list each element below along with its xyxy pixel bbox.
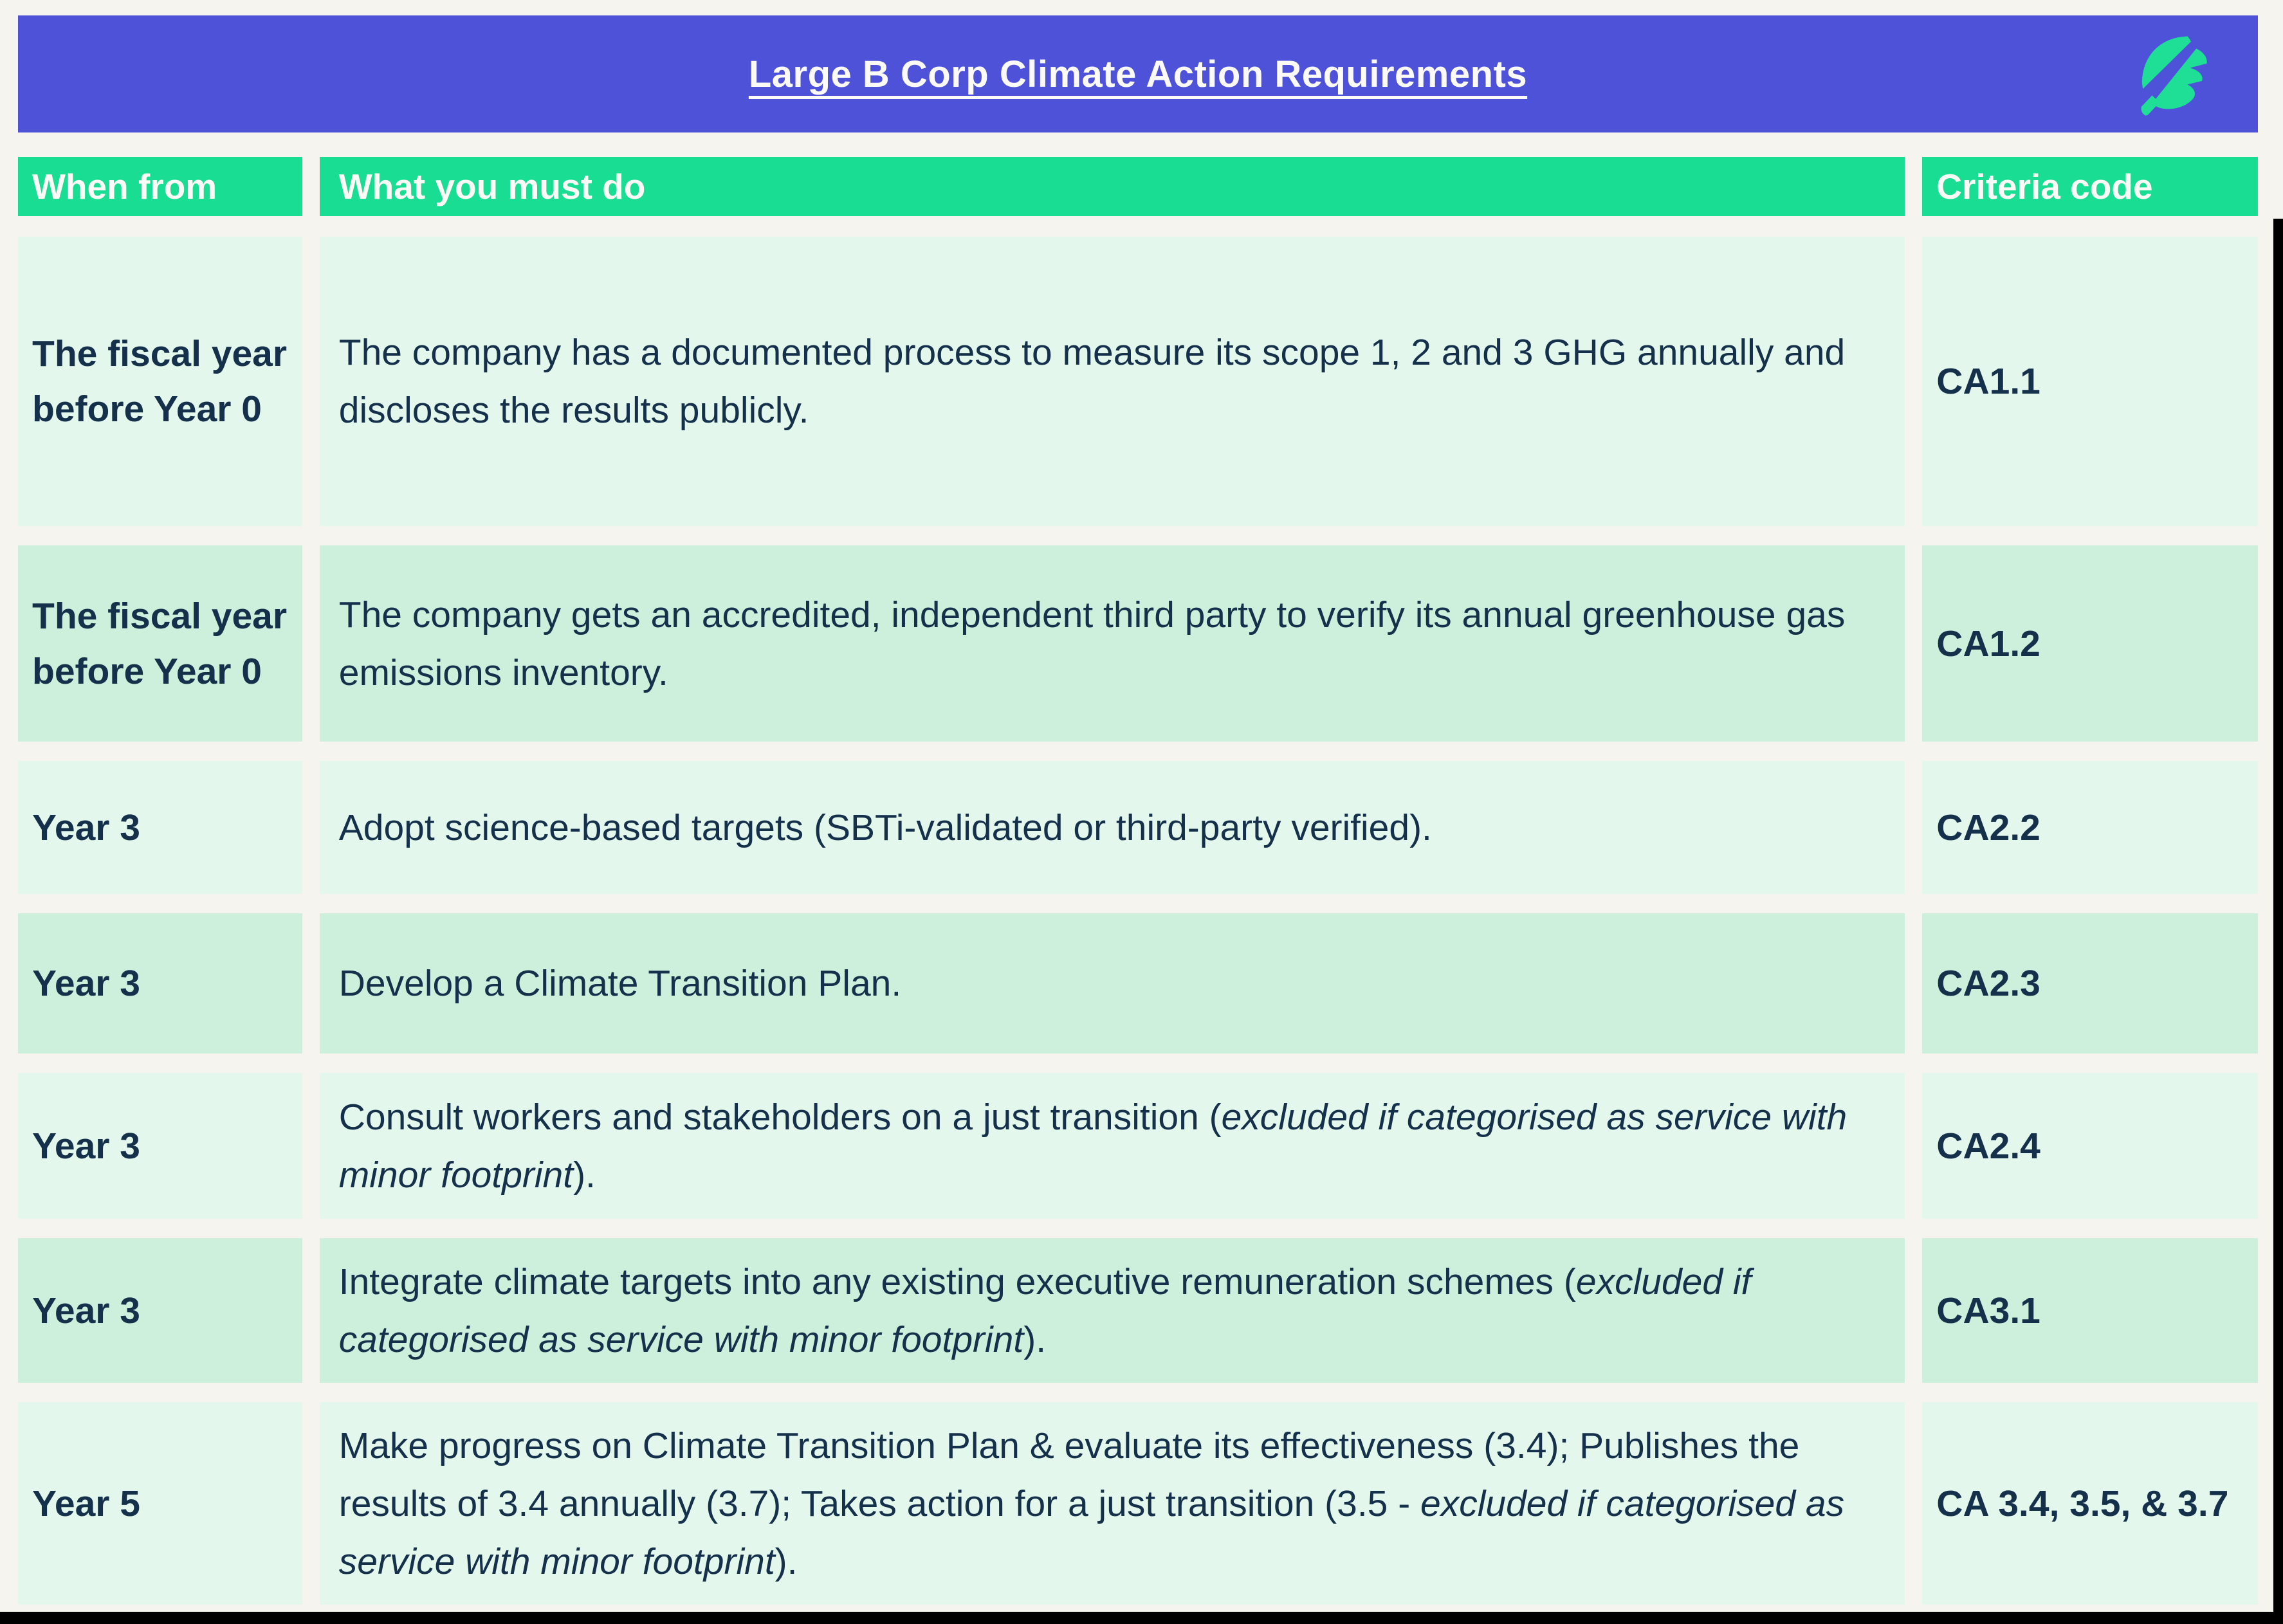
row-what-text: Make progress on Climate Transition Plan… — [339, 1417, 1867, 1591]
row-criteria-code-text: CA1.1 — [1936, 361, 2040, 402]
row-what-segment: The company has a documented process to … — [338, 332, 1846, 431]
row-what-segment: Integrate climate targets into any exist… — [338, 1261, 1576, 1302]
row-when-cell: Year 3 — [18, 1073, 302, 1219]
row-criteria-code-cell: CA 3.4, 3.5, & 3.7 — [1922, 1402, 2258, 1605]
row-what-text: Consult workers and stakeholders on a ju… — [339, 1088, 1867, 1204]
row-criteria-code-text: CA2.3 — [1936, 963, 2040, 1004]
row-criteria-code-cell: CA1.2 — [1922, 545, 2258, 742]
row-when-cell: The fiscal year before Year 0 — [18, 545, 302, 742]
row-when-cell: Year 5 — [18, 1402, 302, 1605]
row-criteria-code-text: CA1.2 — [1936, 623, 2040, 664]
row-what-cell: Integrate climate targets into any exist… — [319, 1238, 1905, 1383]
row-what-cell: The company gets an accredited, independ… — [319, 545, 1905, 742]
row-what-cell: Adopt science-based targets (SBTi-valida… — [319, 761, 1905, 894]
table-row: The fiscal year before Year 0 The company… — [18, 237, 2258, 526]
row-criteria-code-cell: CA1.1 — [1922, 237, 2258, 526]
row-what-segment: Adopt science-based targets (SBTi-valida… — [338, 807, 1432, 848]
row-what-segment: Make progress on Climate Transition Plan… — [338, 1425, 1800, 1524]
row-when-text: Year 5 — [32, 1483, 140, 1524]
row-what-cell: Make progress on Climate Transition Plan… — [319, 1402, 1905, 1605]
row-when-cell: Year 3 — [18, 761, 302, 894]
row-criteria-code-cell: CA2.2 — [1922, 761, 2258, 894]
table-row: The fiscal year before Year 0 The company… — [18, 545, 2258, 742]
row-when-cell: Year 3 — [18, 1238, 302, 1383]
row-what-segment: ). — [1023, 1318, 1047, 1360]
leaf-icon — [2141, 36, 2207, 116]
row-when-text: Year 3 — [32, 1125, 140, 1167]
row-criteria-code-text: CA 3.4, 3.5, & 3.7 — [1936, 1483, 2229, 1524]
row-what-segment: ). — [775, 1540, 798, 1582]
row-when-cell: The fiscal year before Year 0 — [18, 237, 302, 526]
row-what-text: The company gets an accredited, independ… — [339, 586, 1867, 702]
row-when-text: Year 3 — [32, 807, 140, 848]
table-row: Year 5 Make progress on Climate Transitio… — [18, 1402, 2258, 1605]
row-when-text: Year 3 — [32, 1290, 140, 1331]
right-edge-border — [2273, 219, 2283, 1624]
row-criteria-code-cell: CA3.1 — [1922, 1238, 2258, 1383]
row-criteria-code-text: CA3.1 — [1936, 1290, 2040, 1331]
row-what-cell: The company has a documented process to … — [319, 237, 1905, 526]
row-what-cell: Develop a Climate Transition Plan. — [319, 913, 1905, 1054]
row-what-segment: The company gets an accredited, independ… — [338, 594, 1846, 693]
table-row: Year 3 Develop a Climate Transition Plan.… — [18, 913, 2258, 1054]
row-what-cell: Consult workers and stakeholders on a ju… — [319, 1073, 1905, 1219]
table-body: The fiscal year before Year 0 The company… — [18, 237, 2258, 1624]
row-what-text: Integrate climate targets into any exist… — [339, 1253, 1867, 1369]
table-row: Year 3 Integrate climate targets into any… — [18, 1238, 2258, 1383]
table-header-row: When from What you must do Criteria code — [18, 157, 2258, 216]
table-row: Year 3 Adopt science-based targets (SBTi-… — [18, 761, 2258, 894]
row-what-italic-segment: excluded if categorised as service with … — [338, 1261, 1752, 1360]
row-what-text: Adopt science-based targets (SBTi-valida… — [339, 799, 1432, 857]
column-header-when-from: When from — [18, 157, 302, 216]
row-criteria-code-cell: CA2.4 — [1922, 1073, 2258, 1219]
row-what-text: Develop a Climate Transition Plan. — [339, 954, 901, 1012]
table-row: Year 3 Consult workers and stakeholders o… — [18, 1073, 2258, 1219]
row-what-text: The company has a documented process to … — [339, 324, 1867, 439]
row-criteria-code-cell: CA2.3 — [1922, 913, 2258, 1054]
row-criteria-code-text: CA2.2 — [1936, 807, 2040, 848]
column-header-criteria-code: Criteria code — [1922, 157, 2258, 216]
row-what-italic-segment: excluded if categorised as service with … — [338, 1096, 1847, 1196]
row-when-cell: Year 3 — [18, 913, 302, 1054]
row-what-segment: Develop a Climate Transition Plan. — [338, 963, 902, 1004]
row-what-segment: ). — [573, 1154, 596, 1196]
title-bar: Large B Corp Climate Action Requirements — [18, 15, 2258, 132]
row-when-text: The fiscal year before Year 0 — [32, 333, 288, 430]
column-header-what-you-must-do: What you must do — [319, 157, 1905, 216]
row-what-segment: Consult workers and stakeholders on a ju… — [338, 1096, 1222, 1138]
row-when-text: Year 3 — [32, 963, 140, 1004]
row-when-text: The fiscal year before Year 0 — [32, 595, 288, 692]
row-criteria-code-text: CA2.4 — [1936, 1125, 2040, 1167]
page-title: Large B Corp Climate Action Requirements — [748, 53, 1528, 95]
row-what-italic-segment: excluded if categorised as service with … — [338, 1483, 1845, 1582]
bottom-edge-border — [0, 1612, 2283, 1624]
